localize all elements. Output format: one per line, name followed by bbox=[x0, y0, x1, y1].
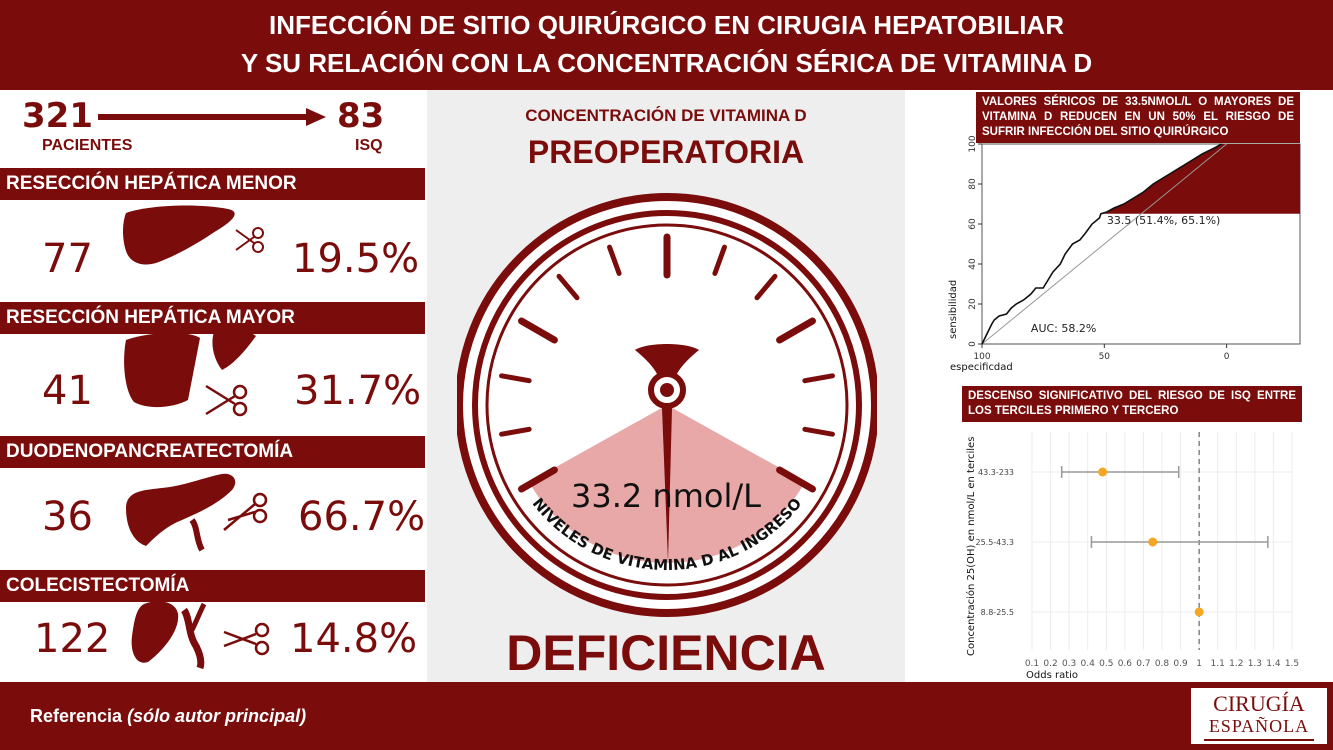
roc-y-tick-label: 40 bbox=[968, 258, 978, 270]
reference-text: Referencia (sólo autor principal) bbox=[30, 706, 306, 727]
roc-auc-label: AUC: 58.2% bbox=[1031, 322, 1096, 335]
forest-x-tick-label: 0.5 bbox=[1099, 659, 1113, 669]
isq-count: 83 bbox=[337, 96, 385, 136]
deficiency-label: DEFICIENCIA bbox=[506, 625, 826, 681]
gauge-tick bbox=[499, 373, 532, 384]
header-banner: INFECCIÓN DE SITIO QUIRÚRGICO EN CIRUGIA… bbox=[0, 0, 1333, 90]
gauge-panel: CONCENTRACIÓN DE VITAMINA D PREOPERATORI… bbox=[427, 90, 905, 682]
forest-point bbox=[1194, 607, 1204, 617]
gallbladder-icon bbox=[131, 601, 207, 670]
gauge-tick bbox=[754, 273, 778, 301]
forest-heading: DESCENSO SIGNIFICATIVO DEL RIESGO DE ISQ… bbox=[962, 386, 1302, 422]
forest-category-label: 8.8-25.5 bbox=[981, 608, 1014, 617]
forest-x-tick-label: 0.2 bbox=[1043, 659, 1057, 669]
forest-category-label: 25.5-43.3 bbox=[975, 538, 1014, 547]
forest-chart: 0.1 0.2 0.3 0.4 0.5 0.6 0.7 0.8 0.9 1 1.1 1.2 1.3 1.4… bbox=[965, 432, 1299, 681]
journal-logo: CIRUGÍA ESPAÑOLA bbox=[1189, 686, 1329, 746]
patients-count: 321 bbox=[22, 96, 93, 136]
roc-xlabel: especificdad bbox=[950, 362, 1013, 373]
forest-point bbox=[1148, 537, 1158, 547]
roc-frame bbox=[981, 143, 1301, 345]
section-title-cholecystectomy: COLECISTECTOMÍA bbox=[0, 570, 425, 602]
scissors-icon bbox=[223, 492, 268, 531]
forest-category-label: 43.3-233 bbox=[978, 468, 1014, 477]
liver-resection-icon bbox=[124, 330, 256, 408]
footer-bar: Referencia (sólo autor principal) CIRUGÍ… bbox=[0, 682, 1333, 750]
section-percent: 66.7% bbox=[298, 494, 426, 540]
gauge-ticks bbox=[499, 233, 835, 493]
forest-x-tick-label: 0.7 bbox=[1136, 659, 1150, 669]
roc-y-tick-label: 100 bbox=[968, 135, 978, 152]
forest-x-tick-label: 0.3 bbox=[1062, 659, 1076, 669]
reference-note: (sólo autor principal) bbox=[127, 706, 307, 726]
section-title-minor-hepatectomy: RESECCIÓN HEPÁTICA MENOR bbox=[0, 168, 425, 200]
roc-highlight-area bbox=[1100, 144, 1300, 214]
section-percent: 14.8% bbox=[290, 616, 418, 662]
section-title-duodenopancreatectomy: DUODENOPANCREATECTOMÍA bbox=[0, 436, 425, 468]
gauge-tick bbox=[776, 317, 816, 344]
forest-x-tick-label: 1.2 bbox=[1229, 659, 1243, 669]
isq-label: ISQ bbox=[355, 137, 383, 154]
title-line-1: INFECCIÓN DE SITIO QUIRÚRGICO EN CIRUGIA… bbox=[269, 10, 1064, 40]
gauge-tick bbox=[607, 244, 622, 276]
forest-x-tick-label: 0.1 bbox=[1025, 659, 1039, 669]
logo-line-1: CIRUGÍA bbox=[1213, 691, 1305, 716]
forest-x-tick-label: 0.4 bbox=[1081, 659, 1096, 669]
forest-x-tick-label: 0.9 bbox=[1173, 659, 1188, 669]
scissors-icon bbox=[223, 622, 270, 656]
scissors-icon bbox=[235, 227, 264, 253]
arrow-right-icon bbox=[98, 108, 326, 126]
logo-line-2: ESPAÑOLA bbox=[1208, 716, 1310, 736]
roc-curve bbox=[981, 143, 1223, 345]
roc-diagonal bbox=[981, 143, 1227, 345]
roc-heading: VALORES SÉRICOS DE 33.5NMOL/L O MAYORES … bbox=[976, 92, 1300, 143]
gauge-title-small: CONCENTRACIÓN DE VITAMINA D bbox=[525, 106, 807, 125]
gauge-tick bbox=[802, 426, 835, 437]
gauge-tick bbox=[518, 466, 558, 493]
roc-y-tick-label: 20 bbox=[968, 298, 978, 310]
roc-x-tick-label: 50 bbox=[1099, 352, 1111, 362]
forest-x-tick-label: 1.5 bbox=[1285, 659, 1299, 669]
gauge-dial: NIVELES DE VITAMINA D AL INGRESO bbox=[457, 193, 877, 617]
section-count: 77 bbox=[42, 236, 93, 282]
roc-y-tick-label: 0 bbox=[968, 341, 978, 347]
roc-x-tick-label: 0 bbox=[1224, 352, 1230, 362]
scissors-icon bbox=[205, 384, 248, 417]
gauge-tick bbox=[776, 466, 816, 493]
roc-chart: 0 20 40 60 80 100 100 50 0 especificdad sensibilid… bbox=[948, 135, 1301, 373]
gauge-tick bbox=[802, 373, 835, 384]
section-count: 41 bbox=[42, 368, 93, 414]
gauge-tick bbox=[556, 273, 580, 301]
forest-x-tick-label: 0.8 bbox=[1155, 659, 1170, 669]
title-line-2: Y SU RELACIÓN CON LA CONCENTRACIÓN SÉRIC… bbox=[240, 48, 1093, 78]
forest-point bbox=[1098, 467, 1108, 477]
forest-x-tick-label: 1.4 bbox=[1266, 659, 1281, 669]
roc-ylabel: sensibilidad bbox=[948, 280, 959, 339]
forest-x-tick-label: 1 bbox=[1196, 659, 1202, 669]
forest-x-tick-label: 1.3 bbox=[1248, 659, 1262, 669]
gauge-tick bbox=[518, 317, 558, 344]
forest-ylabel: Concentración 25(OH) en nmol/L en tercil… bbox=[965, 437, 977, 656]
section-count: 122 bbox=[34, 616, 111, 662]
gauge-needle bbox=[662, 408, 672, 562]
forest-x-tick-label: 0.6 bbox=[1118, 659, 1133, 669]
pancreas-icon bbox=[126, 473, 236, 552]
reference-label: Referencia bbox=[30, 706, 128, 726]
section-percent: 19.5% bbox=[292, 236, 420, 282]
section-percent: 31.7% bbox=[294, 368, 422, 414]
gauge-value: 33.2 nmol/L bbox=[571, 477, 761, 515]
forest-x-tick-label: 1.1 bbox=[1211, 659, 1225, 669]
roc-annotation: 33.5 (51.4%, 65.1%) bbox=[1107, 214, 1220, 227]
roc-y-tick-label: 80 bbox=[968, 178, 978, 190]
forest-xlabel: Odds ratio bbox=[1026, 670, 1078, 681]
gauge-tick bbox=[712, 244, 727, 276]
roc-y-tick-label: 60 bbox=[968, 218, 978, 230]
section-count: 36 bbox=[42, 494, 93, 540]
liver-icon bbox=[123, 205, 235, 265]
patients-label: PACIENTES bbox=[42, 137, 133, 154]
gauge-title-big: PREOPERATORIA bbox=[527, 134, 805, 170]
section-title-major-hepatectomy: RESECCIÓN HEPÁTICA MAYOR bbox=[0, 302, 425, 334]
gauge-tick bbox=[499, 426, 532, 437]
roc-x-tick-label: 100 bbox=[973, 352, 990, 362]
